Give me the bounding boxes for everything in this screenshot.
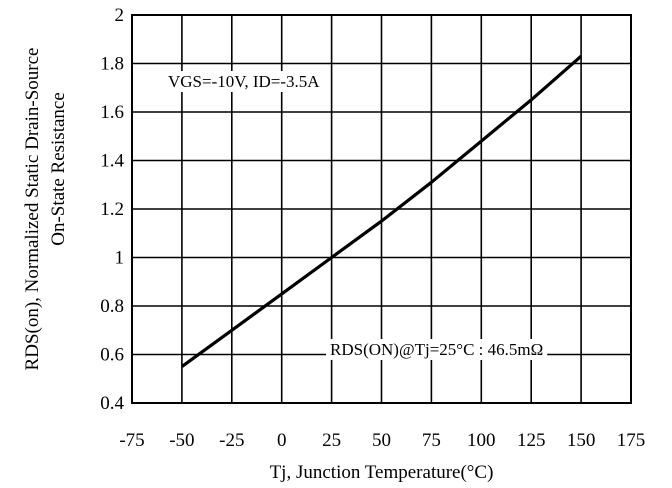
y-tick-label: 0.8 — [100, 296, 124, 317]
conditions-annotation-background — [164, 71, 325, 92]
y-tick-label: 1.4 — [100, 151, 124, 172]
x-tick-label: 150 — [567, 430, 596, 451]
y-tick-label: 1 — [115, 248, 125, 269]
series-line — [180, 54, 583, 368]
x-tick-label: -50 — [169, 430, 194, 451]
y-axis-title-line-2: On-State Resistance — [48, 92, 69, 246]
x-tick-label: 75 — [422, 430, 441, 451]
x-tick-labels: -75 -50 -25 0 25 50 75 100 125 150 175 — [119, 430, 645, 451]
plot-area-border — [131, 14, 632, 404]
x-tick-label: 25 — [322, 430, 341, 451]
x-tick-label: 50 — [372, 430, 391, 451]
conditions-annotation: VGS=-10V, ID=-3.5A — [168, 72, 320, 91]
x-axis-title: Tj, Junction Temperature(°C) — [270, 462, 494, 483]
x-tick-label: 0 — [277, 430, 287, 451]
x-tick-label: -25 — [219, 430, 244, 451]
x-tick-label: -75 — [119, 430, 144, 451]
y-axis-title-line-1: RDS(on), Normalized Static Drain-Source — [22, 48, 43, 371]
x-tick-label: 175 — [617, 430, 646, 451]
y-tick-label: 1.8 — [100, 54, 124, 75]
y-tick-label: 0.4 — [100, 393, 124, 414]
x-tick-label: 125 — [517, 430, 546, 451]
y-tick-labels: 0.4 0.6 0.8 1 1.2 1.4 1.6 1.8 2 — [100, 5, 124, 414]
y-tick-label: 1.2 — [100, 199, 124, 220]
y-tick-label: 2 — [115, 5, 125, 26]
y-tick-label: 0.6 — [100, 345, 124, 366]
x-tick-label: 100 — [467, 430, 496, 451]
y-tick-label: 1.6 — [100, 102, 124, 123]
reference-annotation-background — [326, 339, 548, 360]
reference-resistance-annotation: RDS(ON)@Tj=25°C : 46.5mΩ — [330, 340, 543, 359]
